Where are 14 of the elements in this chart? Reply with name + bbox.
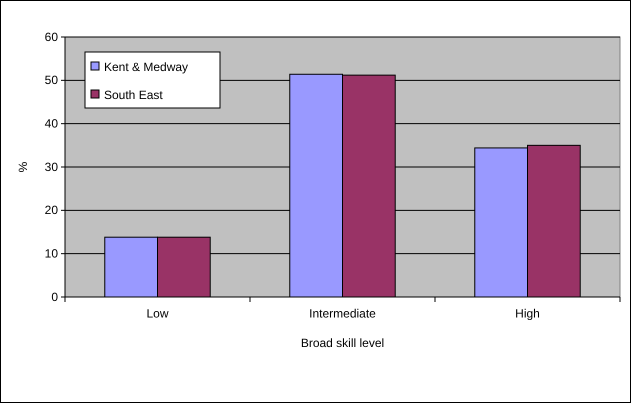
legend-label: South East — [104, 88, 164, 102]
legend-label: Kent & Medway — [104, 60, 188, 74]
y-tick-label: 0 — [51, 290, 58, 304]
x-tick-label: Intermediate — [309, 306, 376, 321]
y-tick-label: 30 — [44, 160, 58, 174]
x-tick-label: High — [515, 306, 540, 321]
y-axis-title: % — [16, 161, 30, 172]
y-tick-label: 60 — [44, 30, 58, 44]
y-tick-label: 20 — [44, 203, 58, 218]
x-axis-title: Broad skill level — [300, 336, 384, 350]
x-tick-label: Low — [146, 306, 169, 321]
y-tick-label: 10 — [44, 246, 58, 261]
y-tick-label: 50 — [44, 73, 58, 88]
y-tick-label: 40 — [44, 116, 58, 131]
